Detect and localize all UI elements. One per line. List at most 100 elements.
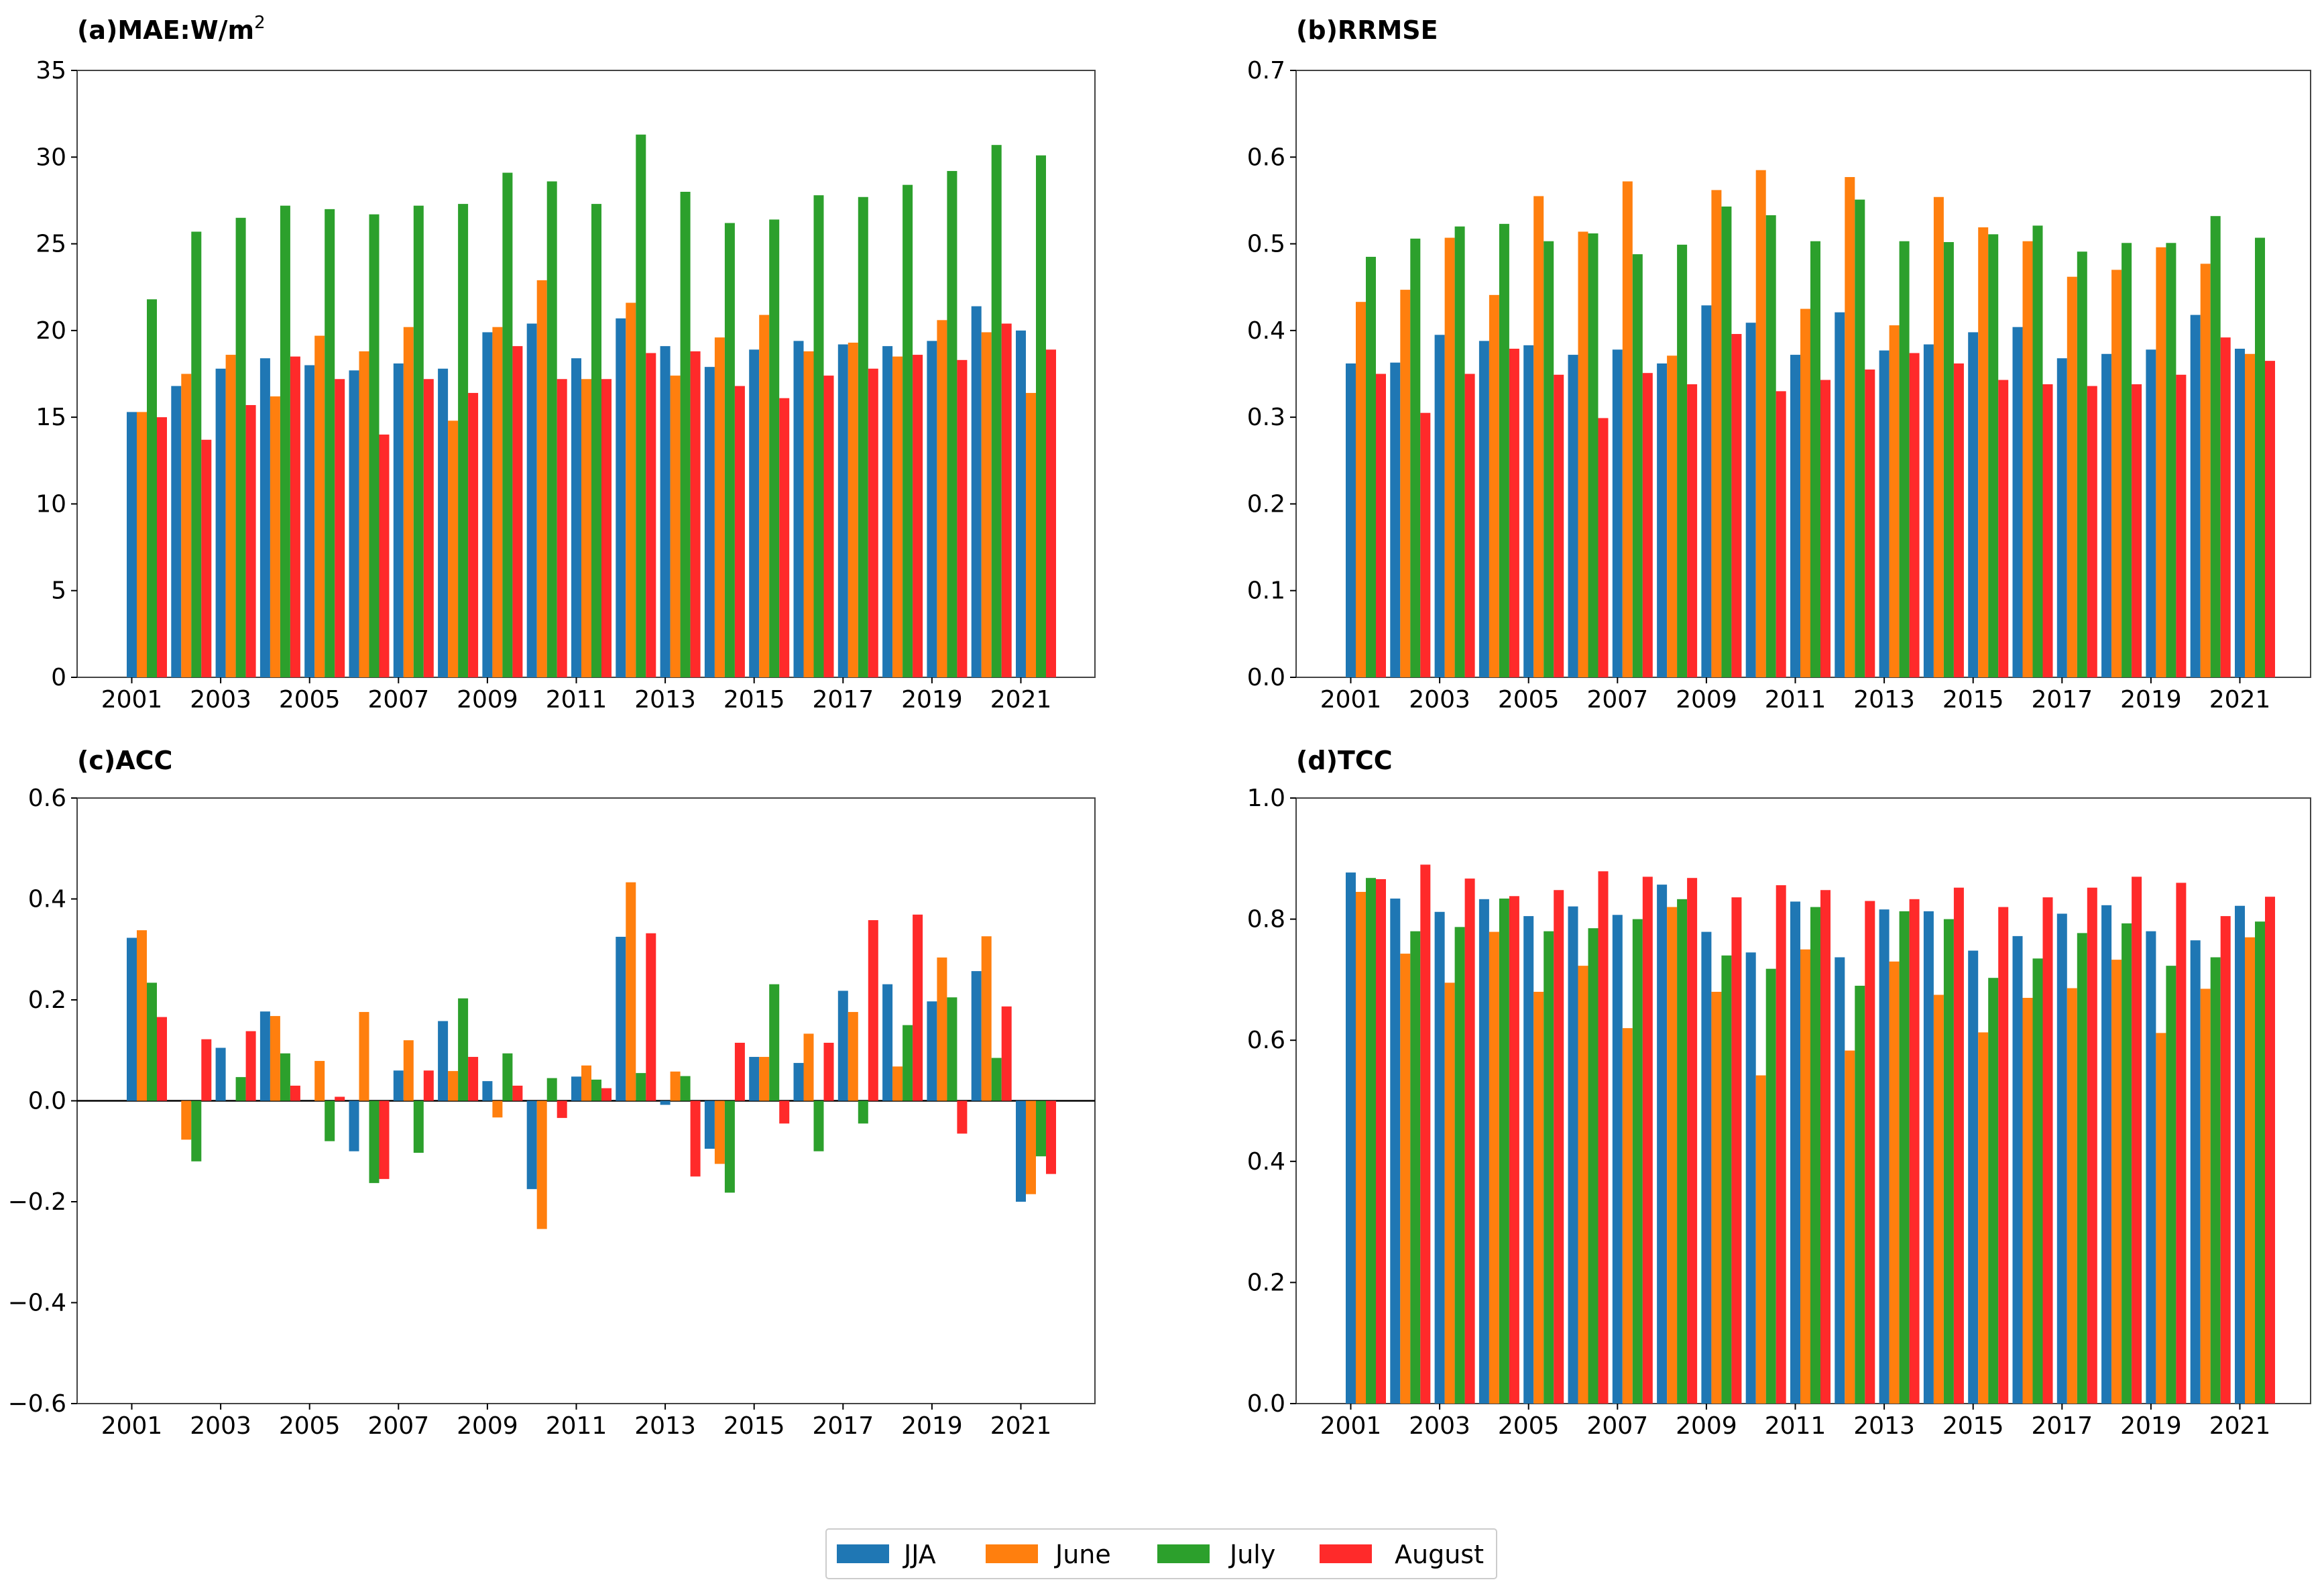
bar-july-2012 xyxy=(1855,985,1865,1404)
bar-august-2019 xyxy=(957,359,968,677)
bar-jja-2011 xyxy=(1790,355,1800,677)
bar-june-2016 xyxy=(2022,241,2033,677)
bar-july-2001 xyxy=(1366,878,1376,1404)
bar-june-2016 xyxy=(803,351,814,677)
bar-august-2021 xyxy=(1046,1100,1056,1174)
bar-jja-2012 xyxy=(616,318,626,677)
bar-july-2020 xyxy=(991,1058,1002,1101)
bar-august-2013 xyxy=(690,1100,701,1177)
y-tick-label: 0.4 xyxy=(1247,317,1285,345)
bar-jja-2010 xyxy=(526,323,537,677)
bar-june-2006 xyxy=(1578,231,1588,677)
bar-jja-2017 xyxy=(2056,913,2067,1404)
bar-august-2002 xyxy=(1420,412,1431,677)
bar-june-2018 xyxy=(892,1066,903,1101)
bar-august-2001 xyxy=(157,1017,167,1101)
bar-june-2009 xyxy=(1711,190,1722,677)
bar-june-2005 xyxy=(314,335,325,677)
x-tick-label: 2003 xyxy=(1409,1412,1470,1440)
bar-june-2010 xyxy=(536,280,547,677)
bar-june-2019 xyxy=(937,320,947,677)
bar-august-2016 xyxy=(2042,897,2053,1404)
bar-august-2005 xyxy=(1554,890,1564,1404)
bar-june-2010 xyxy=(536,1100,547,1229)
bar-july-2011 xyxy=(1810,907,1820,1404)
panel-title: (d)TCC xyxy=(1296,746,1393,775)
x-tick-label: 2011 xyxy=(546,1412,607,1440)
bar-jja-2013 xyxy=(660,1100,671,1105)
bar-july-2001 xyxy=(1366,256,1376,677)
bar-july-2006 xyxy=(1588,233,1599,677)
y-tick-label: 0.3 xyxy=(1247,404,1285,431)
bar-june-2013 xyxy=(670,1071,681,1101)
x-tick-label: 2021 xyxy=(990,1412,1052,1440)
bar-august-2014 xyxy=(734,386,745,677)
bar-jja-2019 xyxy=(927,1001,937,1101)
bar-july-2014 xyxy=(724,223,735,677)
y-tick-label: 0.1 xyxy=(1247,577,1285,605)
x-tick-label: 2021 xyxy=(990,686,1052,714)
panel-d-tcc: (d)TCC 0.0 0.2 0.4 0.6 0.8 1.0 2001 2003 2005 200… xyxy=(1247,746,2311,1440)
bar-jja-2007 xyxy=(393,1070,404,1101)
bar-jja-2015 xyxy=(749,1057,760,1101)
bar-july-2013 xyxy=(1899,911,1910,1404)
bar-august-2020 xyxy=(1001,1006,1012,1101)
bar-august-2012 xyxy=(646,933,656,1101)
bar-august-2003 xyxy=(245,1031,256,1101)
bar-jja-2008 xyxy=(438,368,449,677)
bar-july-2005 xyxy=(1544,931,1554,1404)
bar-august-2002 xyxy=(1420,864,1431,1404)
x-tick-label: 2009 xyxy=(1676,1412,1737,1440)
panel-title: (b)RRMSE xyxy=(1296,15,1438,45)
bar-july-2006 xyxy=(1588,928,1599,1404)
bar-jja-2014 xyxy=(704,1100,715,1149)
bar-july-2013 xyxy=(680,1076,691,1101)
bar-august-2007 xyxy=(423,1070,434,1101)
bar-june-2012 xyxy=(626,302,636,677)
legend-swatch-june xyxy=(986,1544,1038,1563)
bar-june-2004 xyxy=(1489,931,1499,1404)
y-tick-label: 0.4 xyxy=(1247,1148,1285,1176)
bar-june-2009 xyxy=(1711,991,1722,1404)
bar-july-2008 xyxy=(1677,244,1688,678)
bar-august-2018 xyxy=(913,355,923,677)
bar-jja-2009 xyxy=(482,1081,493,1101)
x-tick-label: 2011 xyxy=(1765,1412,1826,1440)
bar-june-2007 xyxy=(1622,1028,1633,1404)
bar-jja-2012 xyxy=(1835,312,1845,677)
bar-july-2019 xyxy=(2166,966,2176,1404)
bar-jja-2019 xyxy=(2146,931,2156,1404)
bar-june-2001 xyxy=(137,412,147,677)
bar-jja-2018 xyxy=(882,984,893,1101)
y-tick-label: 35 xyxy=(36,57,66,84)
bar-august-2016 xyxy=(823,1042,834,1101)
bar-june-2021 xyxy=(1026,392,1036,677)
bar-jja-2021 xyxy=(2235,349,2245,677)
y-tick-label: 0.2 xyxy=(28,986,66,1014)
bar-july-2016 xyxy=(813,1100,824,1151)
x-tick-label: 2015 xyxy=(723,1412,785,1440)
bar-july-2006 xyxy=(369,1100,380,1184)
bar-july-2013 xyxy=(1899,241,1910,677)
bar-jja-2016 xyxy=(793,1063,804,1101)
bar-june-2015 xyxy=(1978,1032,1989,1404)
legend-swatch-august xyxy=(1320,1544,1372,1563)
bar-july-2018 xyxy=(903,184,913,678)
bar-jja-2010 xyxy=(1745,952,1756,1404)
bar-june-2013 xyxy=(1889,961,1900,1404)
bar-jja-2017 xyxy=(837,990,848,1101)
bar-june-2003 xyxy=(1444,237,1455,677)
bar-june-2019 xyxy=(2156,1033,2166,1404)
x-tick-label: 2021 xyxy=(2209,686,2271,714)
bar-july-2010 xyxy=(546,181,557,677)
bar-jja-2009 xyxy=(482,332,493,677)
x-tick-label: 2015 xyxy=(1942,1412,2004,1440)
bar-august-2009 xyxy=(1731,334,1742,677)
x-tick-label: 2005 xyxy=(279,1412,341,1440)
bar-july-2021 xyxy=(2255,921,2265,1404)
bar-july-2007 xyxy=(413,1100,424,1153)
bar-august-2014 xyxy=(734,1042,745,1101)
bar-july-2017 xyxy=(858,196,868,677)
bar-june-2004 xyxy=(1489,294,1499,678)
bar-august-2014 xyxy=(1953,363,1964,677)
